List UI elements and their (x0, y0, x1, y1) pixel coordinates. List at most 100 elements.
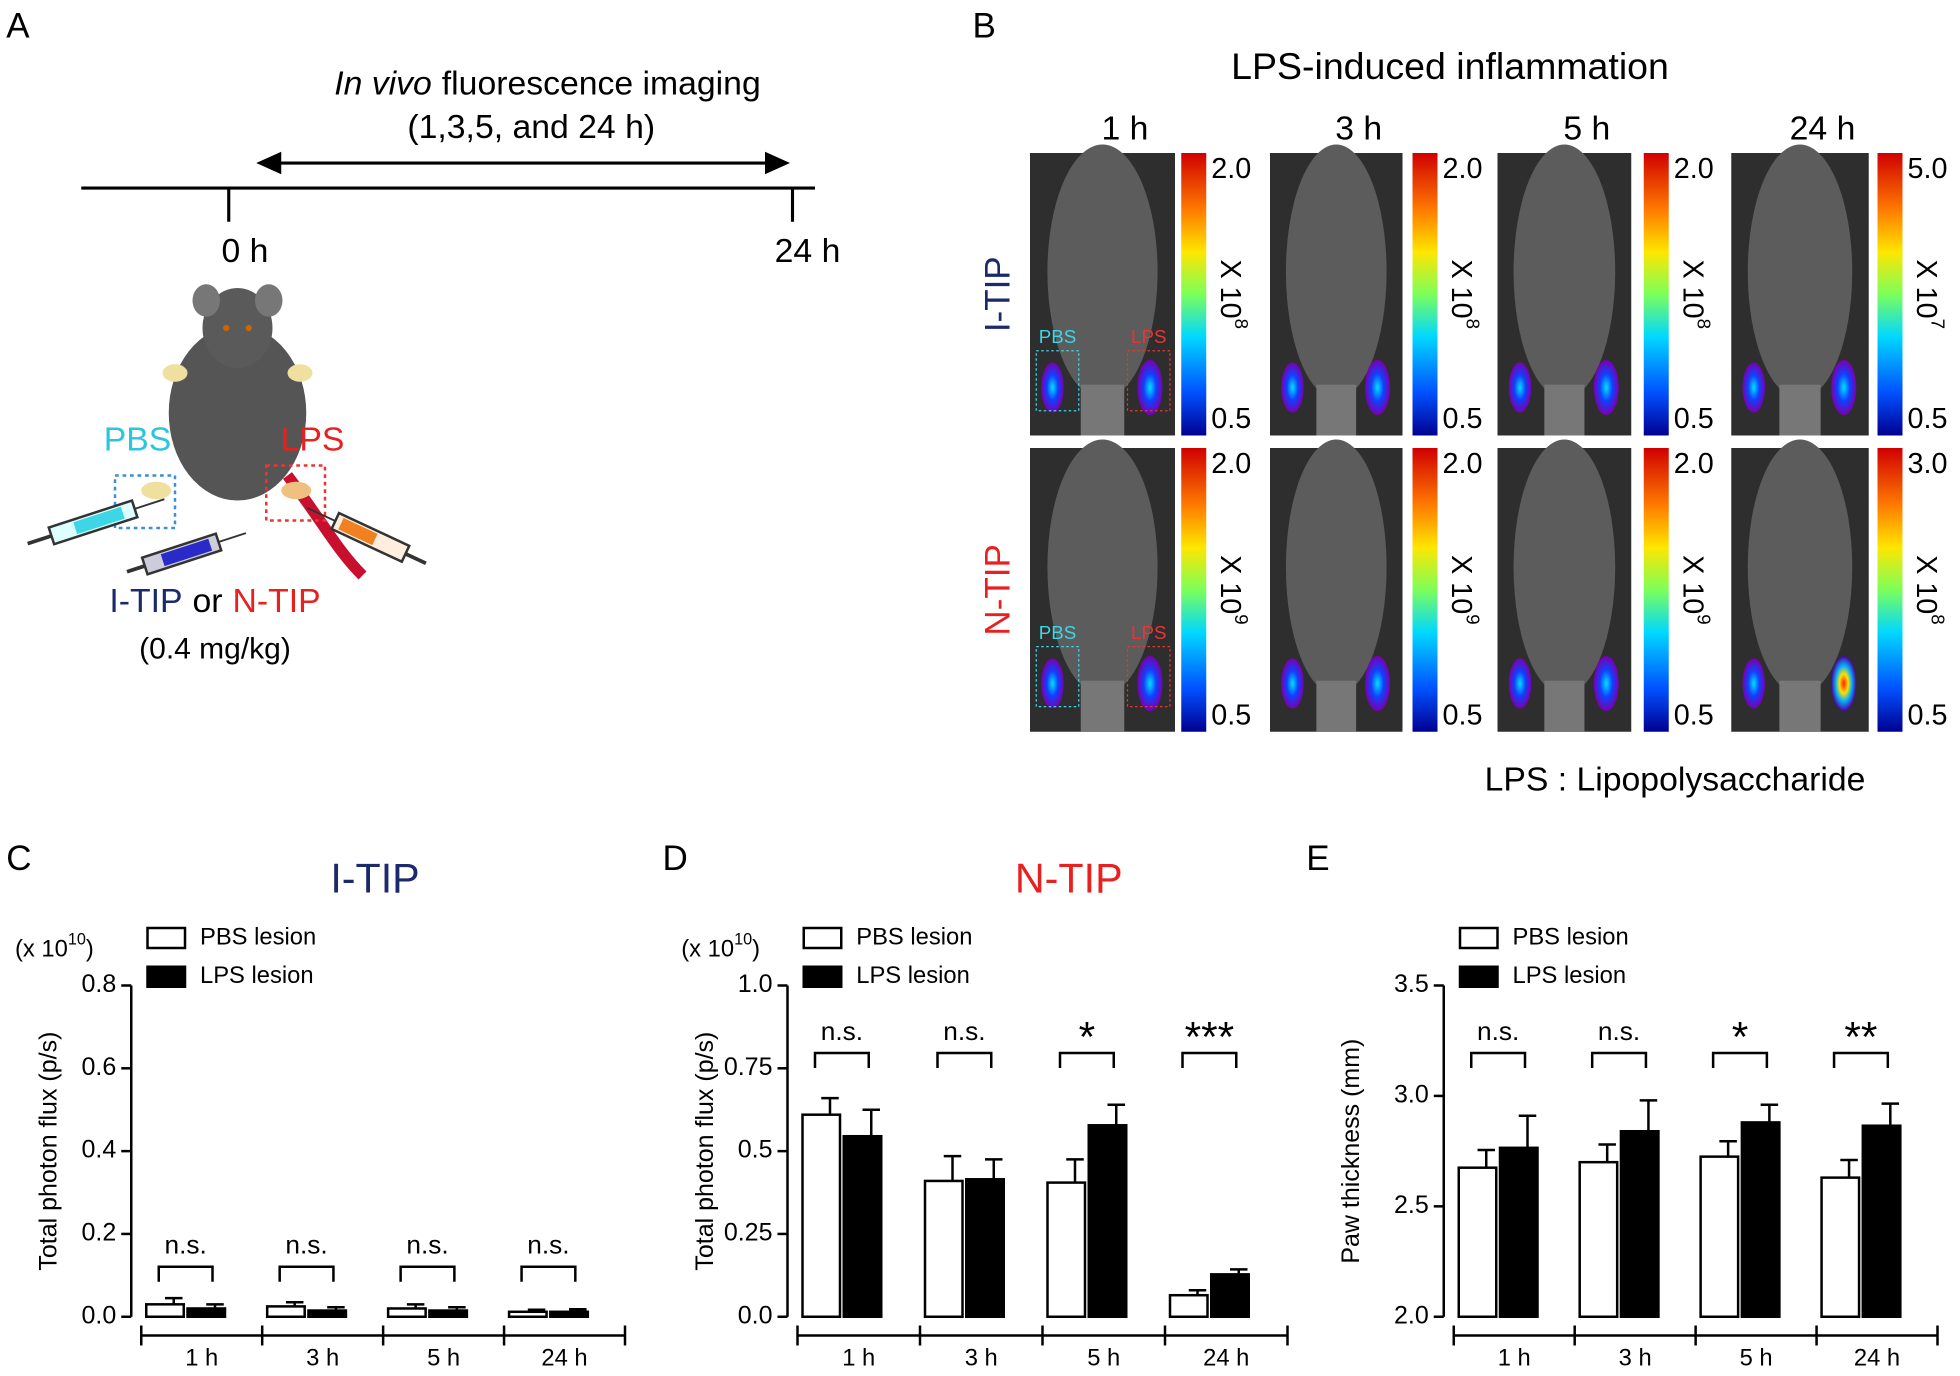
unit-base: X 10 (1445, 259, 1477, 318)
roi-label: LPS (1131, 622, 1166, 643)
mouse-body (1285, 439, 1387, 695)
bar (1210, 1273, 1250, 1319)
colorbar (1643, 448, 1669, 732)
roi-label: LPS (1131, 326, 1166, 347)
unit-base: X 10 (1677, 259, 1709, 318)
colorbar-unit: X 108 (1214, 259, 1252, 329)
unit-base: X 10 (1910, 259, 1942, 318)
legend-label: LPS lesion (1513, 962, 1627, 989)
legend-swatch (802, 965, 843, 988)
signal-blob (1041, 362, 1064, 413)
signal-blob (1742, 362, 1765, 413)
significance-bracket (1058, 1051, 1115, 1068)
column-label: 1 h (1102, 109, 1149, 147)
legend-label: PBS lesion (1513, 923, 1629, 950)
bar (1699, 1155, 1740, 1319)
signal-blob (1365, 656, 1390, 712)
significance-bracket (1181, 1051, 1238, 1068)
significance-label: n.s. (943, 1016, 985, 1046)
timeline-start: 0 h (222, 232, 269, 270)
colorbar-max: 3.0 (1908, 448, 1948, 480)
colorbar (1877, 448, 1903, 732)
unit-exp: 8 (1927, 614, 1948, 624)
multiplier-exp: 10 (68, 931, 86, 949)
column-label: 24 h (1790, 109, 1856, 147)
arrow-head (765, 151, 790, 175)
colorbar-min: 0.5 (1674, 699, 1714, 731)
colorbar-unit: X 107 (1910, 259, 1948, 329)
y-tick-label: 0.5 (738, 1136, 773, 1164)
bar (186, 1307, 227, 1318)
mouse-body (1513, 439, 1616, 695)
significance-label: n.s. (285, 1230, 327, 1260)
colorbar-max: 2.0 (1443, 153, 1483, 185)
error-bar (985, 1158, 1003, 1180)
error-bar (569, 1308, 587, 1312)
multiplier-exp: 10 (734, 931, 752, 949)
unit-base: X 10 (1214, 555, 1246, 614)
significance-label: * (1079, 1015, 1096, 1062)
bar (307, 1309, 348, 1318)
y-tick-label: 0.4 (81, 1136, 116, 1164)
error-bar (527, 1308, 546, 1312)
colorbar (1643, 153, 1669, 436)
error-bar (1881, 1102, 1900, 1126)
error-bar (943, 1154, 962, 1181)
legend-swatch (146, 965, 187, 988)
image-platform (1779, 680, 1821, 732)
legend-swatch (1458, 965, 1499, 988)
error-bar (165, 1296, 183, 1305)
y-multiplier: (x 1010) (681, 931, 760, 963)
significance-label: n.s. (1598, 1016, 1640, 1046)
y-axis-label: Total photon flux (p/s) (35, 1032, 63, 1271)
multiplier-base: (x 10 (681, 936, 734, 963)
image-platform (1080, 384, 1125, 436)
timeline-subtitle: (1,3,5, and 24 h) (407, 108, 655, 146)
timeline-title-rest: fluorescence imaging (442, 64, 761, 102)
error-bar (821, 1096, 839, 1115)
roi-box (1126, 646, 1171, 708)
bar (1740, 1121, 1781, 1318)
x-tick-label: 5 h (1740, 1345, 1773, 1372)
colorbar-unit: X 109 (1445, 555, 1483, 625)
significance-bracket (1590, 1051, 1648, 1068)
error-bar (1598, 1143, 1616, 1163)
legend-label: PBS lesion (856, 923, 972, 950)
significance-bracket (936, 1051, 993, 1068)
error-bar (1066, 1158, 1084, 1183)
bar (1619, 1129, 1660, 1318)
significance-bracket (813, 1051, 870, 1068)
fluorescence-image (1497, 439, 1632, 732)
unit-exp: 8 (1462, 319, 1483, 329)
agent-label: I-TIP or N-TIP (109, 582, 320, 620)
legend-label: LPS lesion (856, 962, 970, 989)
image-platform (1080, 680, 1125, 732)
chart-title: I-TIP (330, 856, 419, 902)
x-tick-label: 1 h (1498, 1345, 1531, 1372)
bar (1861, 1124, 1902, 1319)
image-platform (1544, 384, 1585, 436)
significance-label: n.s. (821, 1016, 863, 1046)
mouse-body (1047, 144, 1158, 399)
roi-box (1035, 646, 1080, 708)
error-bar (1639, 1099, 1658, 1132)
bar (1168, 1293, 1209, 1319)
y-tick-label: 0.0 (81, 1301, 116, 1329)
colorbar-min: 0.5 (1908, 699, 1948, 731)
legend-swatch (802, 926, 843, 950)
y-axis-label: Total photon flux (p/s) (691, 1032, 719, 1271)
unit-base: X 10 (1445, 555, 1477, 614)
legend-label: LPS lesion (200, 962, 314, 989)
colorbar (1412, 448, 1438, 732)
panel-b-title: LPS-induced inflammation (1231, 45, 1669, 87)
signal-blob (1137, 359, 1163, 415)
x-tick-label: 3 h (1619, 1345, 1652, 1372)
x-tick-label: 3 h (306, 1345, 339, 1372)
arrow-head (256, 151, 282, 175)
y-tick-label: 0.25 (724, 1219, 773, 1247)
y-tick-label: 0.75 (724, 1053, 773, 1081)
error-bar (285, 1301, 304, 1307)
roi-box (1035, 350, 1080, 412)
colorbar-unit: X 108 (1445, 259, 1483, 329)
y-tick-label: 0.0 (738, 1301, 773, 1329)
